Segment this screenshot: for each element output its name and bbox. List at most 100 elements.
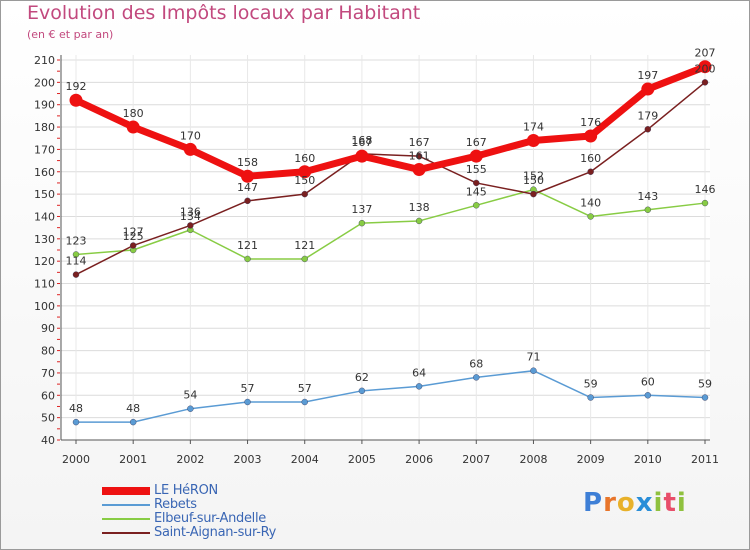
series-point-0 bbox=[412, 163, 426, 177]
data-label: 138 bbox=[409, 201, 430, 214]
series-point-2 bbox=[701, 199, 709, 207]
data-label: 54 bbox=[183, 389, 197, 402]
series-point-0 bbox=[183, 142, 197, 156]
series-point-1 bbox=[301, 398, 308, 406]
y-tick-label: 130 bbox=[34, 233, 55, 246]
data-label: 140 bbox=[580, 196, 601, 209]
series-point-3 bbox=[473, 179, 480, 187]
data-label: 68 bbox=[469, 357, 483, 370]
logo-letter: r bbox=[603, 488, 617, 518]
series-line-0 bbox=[74, 63, 707, 180]
series-point-3 bbox=[187, 222, 194, 229]
logo-letter: i bbox=[676, 488, 687, 518]
data-label: 167 bbox=[466, 136, 487, 149]
data-label: 146 bbox=[695, 183, 716, 196]
series-point-3 bbox=[701, 79, 709, 86]
legend-swatch bbox=[102, 487, 150, 495]
series-point-0 bbox=[69, 93, 83, 107]
data-label: 62 bbox=[355, 371, 369, 384]
x-tick-label: 2011 bbox=[691, 453, 719, 466]
data-label: 57 bbox=[241, 382, 255, 395]
data-label: 134 bbox=[180, 210, 201, 223]
x-tick-label: 2004 bbox=[291, 453, 319, 466]
data-label: 71 bbox=[526, 351, 540, 364]
series-point-0 bbox=[584, 129, 598, 143]
series-point-0 bbox=[641, 82, 655, 96]
data-label: 137 bbox=[351, 203, 372, 216]
data-label: 197 bbox=[637, 69, 658, 82]
series-point-2 bbox=[358, 219, 366, 227]
series-point-3 bbox=[644, 126, 652, 133]
series-point-1 bbox=[644, 392, 652, 399]
y-tick-label: 80 bbox=[41, 345, 55, 358]
logo-letter: x bbox=[635, 488, 654, 518]
data-label: 59 bbox=[698, 378, 712, 391]
chart-subtitle: (en € et par an) bbox=[27, 28, 114, 41]
data-label: 64 bbox=[412, 366, 426, 379]
series-line-3 bbox=[75, 81, 706, 276]
x-tick-label: 2002 bbox=[176, 453, 204, 466]
data-label: 152 bbox=[523, 170, 544, 183]
y-tick-label: 100 bbox=[34, 300, 55, 313]
series-point-2 bbox=[72, 251, 80, 258]
series-point-3 bbox=[530, 190, 537, 198]
logo-letter: P bbox=[583, 488, 604, 518]
legend-swatch bbox=[102, 518, 150, 520]
series-point-2 bbox=[644, 206, 652, 213]
data-label: 48 bbox=[126, 402, 140, 415]
y-tick-label: 160 bbox=[34, 166, 55, 179]
data-label: 160 bbox=[580, 152, 601, 165]
series-point-3 bbox=[72, 271, 80, 278]
x-tick-label: 2005 bbox=[348, 453, 376, 466]
data-label: 170 bbox=[180, 129, 201, 142]
data-label: 127 bbox=[123, 226, 144, 239]
data-label: 114 bbox=[66, 255, 87, 268]
data-label: 136 bbox=[180, 205, 201, 218]
series-point-0 bbox=[698, 60, 712, 74]
y-tick-label: 200 bbox=[34, 76, 55, 89]
data-label: 121 bbox=[237, 239, 258, 252]
series-point-0 bbox=[241, 169, 255, 183]
data-label: 48 bbox=[69, 402, 83, 415]
y-tick-label: 140 bbox=[34, 210, 55, 223]
series-point-0 bbox=[298, 165, 312, 179]
series-point-0 bbox=[526, 133, 540, 147]
logo-letter: t bbox=[663, 488, 677, 518]
data-label: 161 bbox=[409, 150, 430, 163]
y-tick-label: 190 bbox=[34, 99, 55, 112]
legend-swatch bbox=[102, 532, 150, 534]
x-tick-label: 2003 bbox=[234, 453, 262, 466]
y-tick-label: 90 bbox=[41, 322, 55, 335]
series-point-1 bbox=[587, 394, 594, 401]
series-point-1 bbox=[701, 394, 709, 401]
y-tick-label: 150 bbox=[34, 188, 55, 201]
proxiti-logo: Proxiti bbox=[583, 488, 687, 518]
x-tick-label: 2009 bbox=[577, 453, 605, 466]
series-point-1 bbox=[358, 387, 366, 395]
series-point-2 bbox=[301, 255, 308, 263]
series-point-1 bbox=[415, 383, 423, 390]
series-point-0 bbox=[126, 120, 140, 134]
y-tick-label: 210 bbox=[34, 54, 55, 67]
series-point-2 bbox=[473, 202, 480, 209]
x-tick-label: 2010 bbox=[634, 453, 662, 466]
data-label: 174 bbox=[523, 120, 544, 133]
series-point-2 bbox=[587, 213, 594, 220]
y-tick-label: 40 bbox=[41, 434, 55, 447]
legend-swatch bbox=[102, 504, 150, 506]
data-label: 200 bbox=[695, 62, 716, 75]
data-label: 160 bbox=[294, 152, 315, 165]
x-tick-label: 2000 bbox=[62, 453, 90, 466]
y-tick-label: 180 bbox=[34, 121, 55, 134]
x-tick-label: 2001 bbox=[119, 453, 147, 466]
data-label: 147 bbox=[237, 181, 258, 194]
data-label: 143 bbox=[637, 190, 658, 203]
y-tick-label: 50 bbox=[41, 412, 55, 425]
x-tick-label: 2008 bbox=[519, 453, 547, 466]
data-label: 155 bbox=[466, 163, 487, 176]
data-label: 123 bbox=[66, 234, 87, 247]
legend-label: Rebets bbox=[154, 497, 197, 512]
series-point-1 bbox=[72, 418, 80, 426]
series-point-1 bbox=[530, 367, 537, 374]
series-point-0 bbox=[355, 149, 369, 163]
